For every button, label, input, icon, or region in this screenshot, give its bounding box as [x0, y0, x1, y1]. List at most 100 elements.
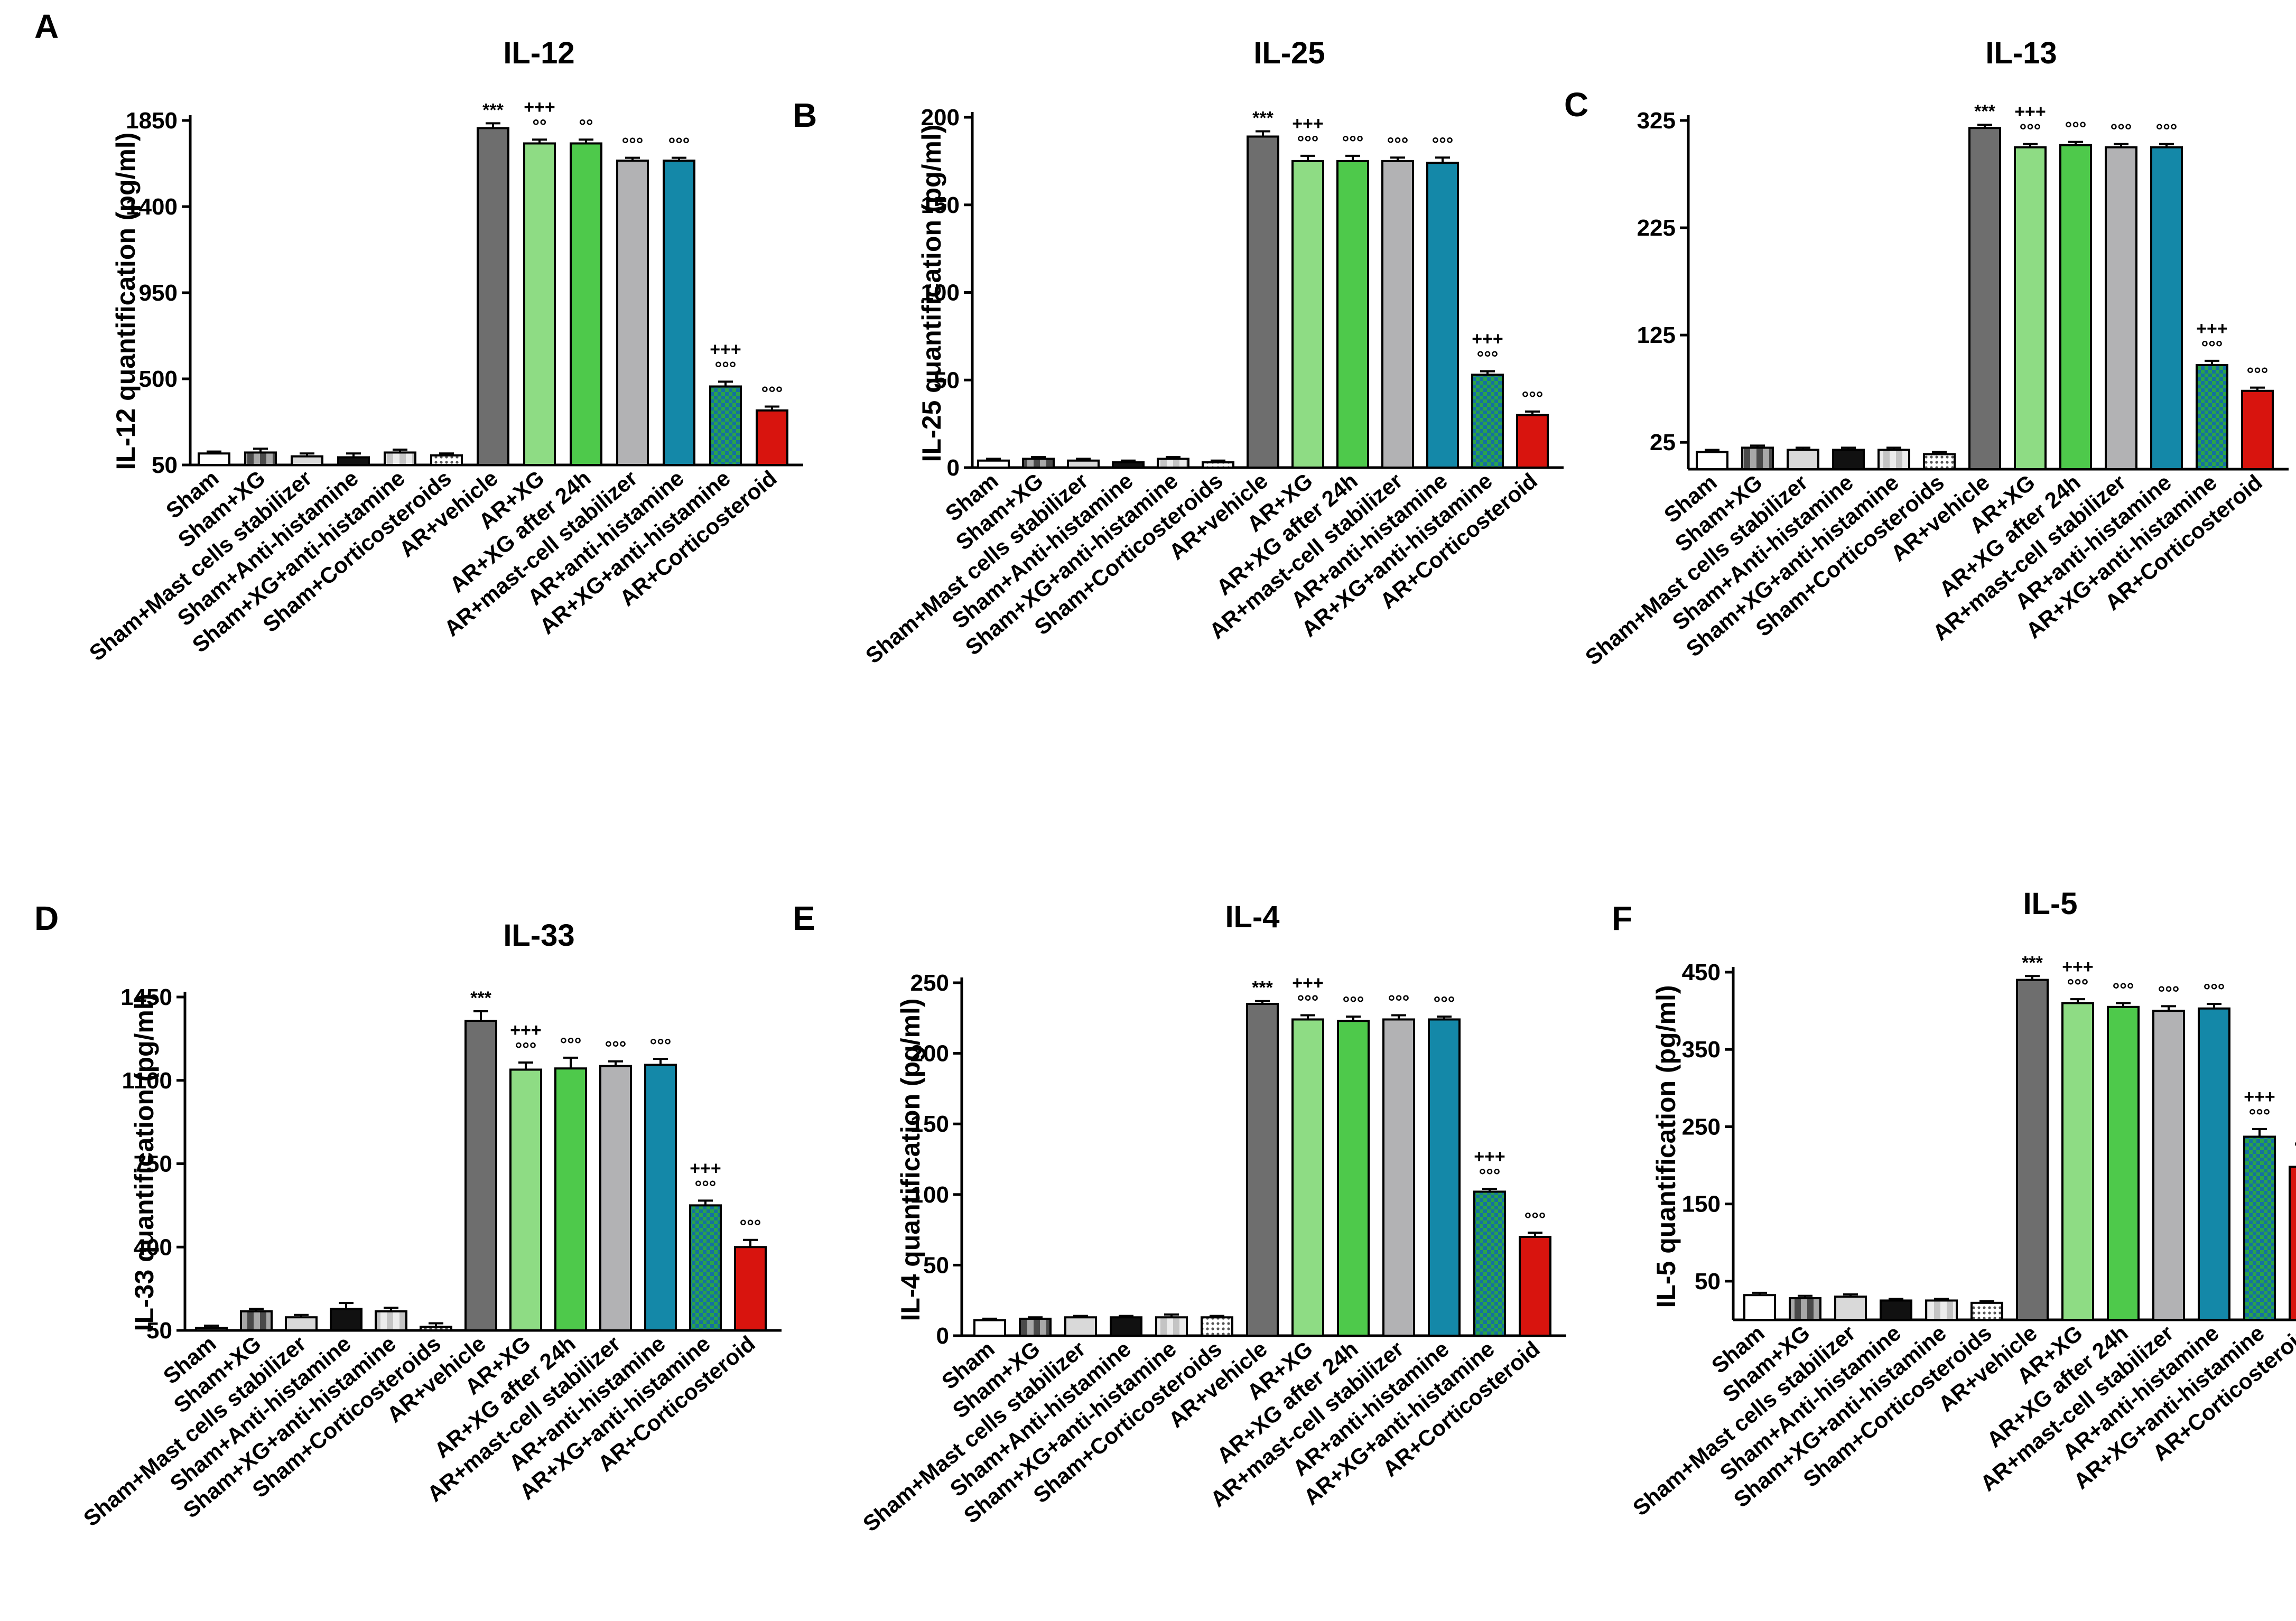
bar	[1428, 1018, 1461, 1337]
significance-label: +++	[1472, 329, 1503, 349]
significance-label: ***	[1974, 101, 1995, 122]
significance-label: °°	[532, 116, 546, 136]
bar	[1112, 461, 1145, 469]
panel-letter: C	[1564, 86, 1588, 124]
y-tick-label: 325	[1637, 108, 1676, 134]
bar	[973, 1319, 1006, 1337]
bar	[756, 409, 788, 466]
bar	[1022, 458, 1055, 469]
significance-label: °°°	[2020, 121, 2041, 141]
y-tick-label: 125	[1637, 322, 1676, 348]
bar	[2014, 146, 2047, 470]
y-tick-label: 250	[1682, 1114, 1721, 1140]
bar	[1247, 135, 1279, 469]
significance-label: °°	[579, 116, 593, 136]
bar	[1155, 1316, 1188, 1337]
y-tick-label: 100	[921, 280, 960, 306]
significance-label: ***	[1252, 978, 1273, 998]
y-tick-label: 0	[936, 1323, 949, 1349]
significance-label: °°°	[1387, 134, 1409, 154]
significance-label: °°°	[1525, 1209, 1546, 1229]
bar	[570, 142, 602, 466]
bar	[1970, 1301, 2003, 1321]
significance-label: °°°	[1342, 133, 1364, 153]
y-tick-label: 950	[139, 280, 178, 306]
significance-label: °°°	[668, 135, 690, 155]
significance-label: °°°	[1297, 133, 1319, 153]
bar	[523, 142, 556, 466]
bar	[1743, 1294, 1776, 1321]
bar	[709, 385, 742, 466]
bar	[195, 1327, 228, 1332]
y-tick-label: 350	[1682, 1037, 1721, 1063]
bar	[285, 1316, 318, 1331]
significance-label: +++	[2196, 319, 2228, 339]
bar	[1471, 374, 1504, 469]
significance-label: +++	[524, 97, 555, 117]
y-axis-label: IL-25 quantification (pg/ml)	[917, 125, 946, 462]
bar	[1925, 1299, 1958, 1321]
bar	[509, 1068, 542, 1332]
bar	[2152, 1010, 2185, 1321]
bar	[240, 1310, 273, 1332]
y-tick-label: 500	[139, 366, 178, 392]
y-tick-label: 200	[910, 1041, 949, 1067]
y-tick-label: 50	[152, 452, 178, 478]
bar	[244, 451, 277, 467]
bar	[2059, 144, 2092, 470]
bar	[1923, 453, 1956, 470]
bar	[477, 127, 509, 466]
bar	[1789, 1297, 1821, 1321]
chart-title: IL-25	[1253, 36, 1325, 70]
y-tick-label: 150	[1682, 1191, 1721, 1217]
y-tick-label: 1100	[122, 1068, 172, 1094]
panel-letter: B	[793, 96, 817, 134]
significance-label: °°°	[1388, 992, 1410, 1012]
y-tick-label: 250	[910, 970, 949, 996]
y-tick-label: 1400	[126, 194, 178, 220]
y-tick-label: 50	[146, 1318, 172, 1344]
bar	[1741, 446, 1774, 471]
bar	[1880, 1299, 1912, 1321]
bar	[2061, 1002, 2094, 1321]
y-tick-label: 1850	[126, 108, 178, 134]
bar	[1426, 162, 1459, 469]
significance-label: +++	[690, 1158, 721, 1178]
panel-letter: E	[793, 899, 815, 937]
bar	[430, 454, 463, 467]
bar	[1787, 449, 1819, 471]
bar	[1157, 458, 1189, 469]
panel-letter: F	[1612, 899, 1632, 937]
bar	[734, 1246, 767, 1331]
significance-label: °°°	[2247, 365, 2269, 385]
significance-label: °°°	[2204, 981, 2225, 1001]
bar	[644, 1064, 677, 1332]
bar	[1019, 1317, 1052, 1337]
significance-label: °°°	[2201, 338, 2223, 358]
bar	[1067, 459, 1100, 469]
bar	[1291, 1018, 1324, 1337]
bar	[2196, 364, 2228, 470]
y-tick-label: 450	[1682, 959, 1721, 985]
significance-label: °°°	[2111, 121, 2132, 141]
significance-label: °°°	[740, 1217, 761, 1237]
bar	[616, 160, 649, 467]
significance-label: ***	[1252, 108, 1274, 128]
bar	[384, 451, 416, 467]
y-tick-label: 1450	[120, 984, 172, 1010]
bar	[1473, 1190, 1506, 1337]
chart-title: IL-12	[503, 36, 574, 70]
significance-label: +++	[1292, 973, 1324, 993]
bar	[2105, 146, 2137, 470]
significance-label: °°°	[2294, 1138, 2296, 1158]
significance-label: +++	[510, 1020, 542, 1040]
y-axis-label: IL-5 quantification (pg/ml)	[1651, 985, 1681, 1308]
bar	[291, 455, 323, 467]
bar	[1381, 160, 1414, 469]
bar	[1336, 160, 1369, 469]
bar	[1519, 1235, 1551, 1337]
y-tick-label: 150	[921, 192, 960, 218]
bar	[1834, 1296, 1867, 1321]
